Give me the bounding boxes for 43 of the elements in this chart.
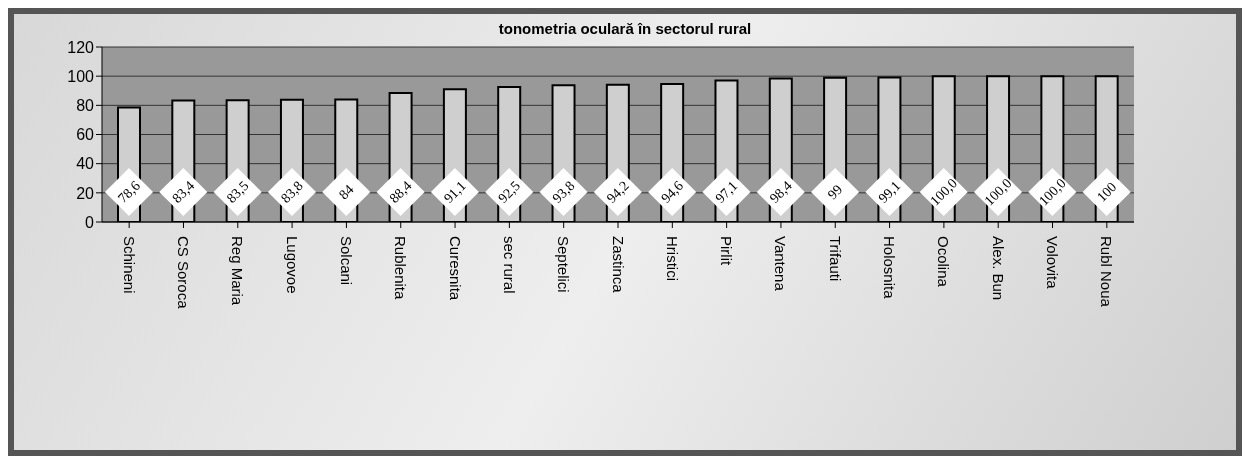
x-tick-label: CS Soroca: [174, 236, 192, 310]
data-label: 100: [1093, 179, 1120, 205]
x-tick-label: Volovita: [1044, 236, 1062, 290]
y-tick-label: 40: [76, 155, 95, 173]
data-label: 83,5: [223, 178, 252, 206]
data-label: 84: [336, 181, 357, 203]
data-label: 83,8: [277, 178, 306, 206]
y-tick-label: 0: [85, 213, 95, 231]
x-tick-label: Vantena: [772, 236, 790, 292]
data-label: 88,4: [386, 178, 415, 206]
data-label: 83,4: [169, 178, 198, 206]
y-tick-label: 80: [76, 97, 95, 115]
data-label: 97,1: [712, 178, 741, 206]
x-tick-label: Rublenita: [392, 236, 410, 301]
x-tick-label: Zastinca: [609, 236, 627, 294]
y-tick-label: 20: [76, 184, 95, 202]
data-label: 91,1: [440, 178, 469, 206]
data-label: 94,6: [658, 178, 687, 206]
x-tick-label: Hristici: [663, 236, 681, 281]
x-tick-label: Ocolina: [935, 236, 953, 288]
data-label: 93,8: [549, 178, 578, 206]
x-tick-label: Reg Maria: [229, 236, 247, 306]
data-label: 99,1: [875, 178, 904, 206]
x-tick-label: Solcani: [337, 236, 355, 286]
data-label: 92,5: [495, 178, 524, 206]
y-tick-label: 100: [67, 67, 95, 85]
x-tick-label: Schineni: [120, 236, 138, 294]
x-tick-label: Alex. Bun: [989, 236, 1007, 301]
y-tick-label: 120: [67, 38, 95, 56]
data-label: 94,2: [603, 178, 632, 206]
x-tick-label: Lugovoe: [283, 236, 301, 294]
data-label: 98,4: [766, 178, 795, 206]
data-label: 99: [824, 181, 846, 203]
x-tick-label: Septelici: [555, 236, 573, 293]
data-label: 78,6: [115, 178, 143, 206]
x-tick-label: Pirlit: [718, 236, 736, 266]
x-tick-label: Trifauti: [826, 236, 844, 282]
x-tick-label: sec rural: [500, 236, 518, 294]
x-tick-label: Holosnita: [881, 236, 899, 300]
x-tick-label: Curesnita: [446, 236, 464, 301]
x-tick-label: Rubl Noua: [1098, 236, 1116, 308]
chart-title: tonometria oculară în sectorul rural: [497, 20, 753, 37]
y-tick-label: 60: [76, 126, 95, 144]
